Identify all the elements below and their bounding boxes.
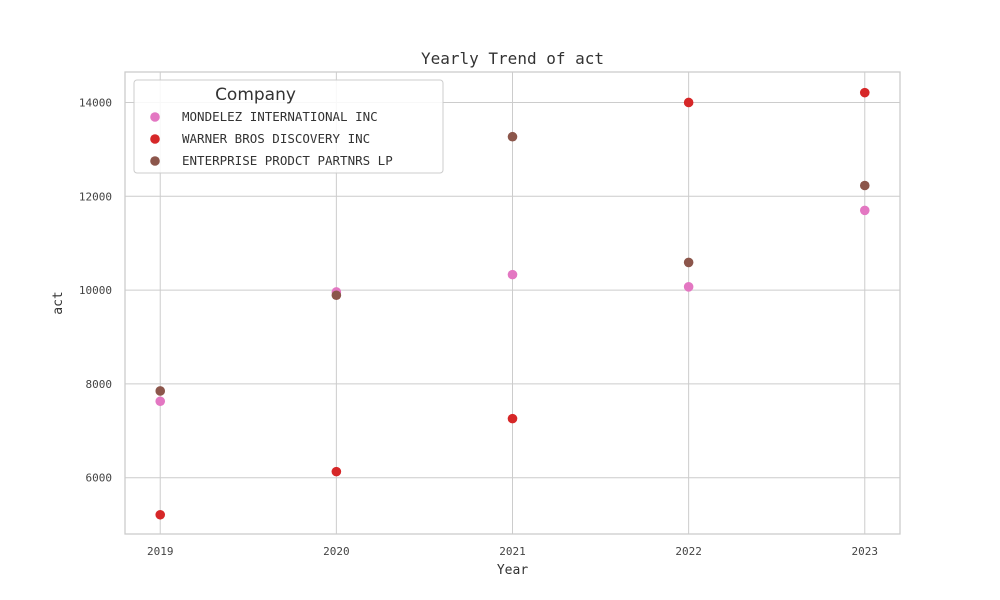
data-point (859, 180, 870, 191)
data-point (507, 413, 518, 424)
plot-area-frame (124, 71, 901, 535)
data-point (155, 396, 166, 407)
y-tick-label: 10000 (79, 284, 112, 297)
data-point (507, 269, 518, 280)
y-tick-label: 8000 (86, 378, 113, 391)
data-point (331, 466, 342, 477)
y-axis-label: act (51, 291, 66, 314)
legend-marker (150, 134, 160, 144)
legend-entry-label: ENTERPRISE PRODCT PARTNRS LP (182, 153, 393, 168)
y-tick-label: 6000 (86, 472, 113, 485)
data-point (155, 386, 166, 396)
data-point (859, 205, 870, 216)
data-point (683, 282, 694, 292)
x-axis-label: Year (497, 563, 528, 578)
x-tick-label: 2019 (147, 545, 174, 558)
legend-entries: MONDELEZ INTERNATIONAL INC WARNER BROS DI… (150, 109, 393, 168)
legend: Company MONDELEZ INTERNATIONAL INC WARNER… (133, 79, 444, 174)
legend-marker (150, 156, 160, 166)
chart-title: Yearly Trend of act (421, 49, 604, 68)
y-tick-label: 14000 (79, 96, 112, 109)
data-point (331, 290, 342, 301)
x-tick-label: 2020 (323, 545, 350, 558)
legend-title: Company (215, 85, 296, 105)
x-tick-label: 2021 (499, 545, 526, 558)
y-axis-ticks: 6000 8000 10000 12000 14000 (79, 96, 112, 484)
legend-entry-label: MONDELEZ INTERNATIONAL INC (182, 109, 378, 124)
x-axis-ticks: 2019 2020 2021 2022 2023 (147, 545, 878, 558)
data-point (683, 257, 694, 268)
y-tick-label: 12000 (79, 190, 112, 203)
data-point (683, 97, 694, 108)
x-tick-label: 2023 (852, 545, 879, 558)
data-point (507, 131, 518, 142)
x-tick-label: 2022 (675, 545, 702, 558)
legend-entry-label: WARNER BROS DISCOVERY INC (182, 131, 370, 146)
legend-box (133, 79, 444, 174)
legend-marker (150, 112, 160, 122)
data-points (155, 87, 870, 520)
data-point (155, 509, 166, 520)
data-point (859, 87, 870, 98)
